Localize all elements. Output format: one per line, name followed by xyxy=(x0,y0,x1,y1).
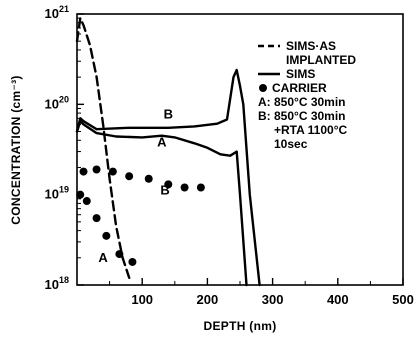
curve-label: B xyxy=(160,183,169,198)
carrier-point-b xyxy=(92,165,101,174)
carrier-point-a xyxy=(82,197,91,206)
legend-text: B: 850°C 30min xyxy=(258,109,346,123)
sims-line-b xyxy=(75,68,261,287)
x-axis: 100 200 300 400 500 xyxy=(109,278,414,307)
x-tick-label: 500 xyxy=(392,292,414,307)
carrier-point-b xyxy=(196,183,205,192)
x-tick-label: 400 xyxy=(327,292,349,307)
legend-text: +RTA 1100°C xyxy=(274,123,348,137)
curve-label: A xyxy=(157,135,167,150)
carrier-point-a xyxy=(92,214,101,223)
y-axis-title: CONCENTRATION (cm⁻³) xyxy=(9,75,23,224)
y-tick-label: 1021 xyxy=(45,4,69,21)
x-axis-title: DEPTH (nm) xyxy=(204,319,277,333)
legend-text: A: 850°C 30min xyxy=(258,95,346,109)
carrier-point-b xyxy=(144,174,153,183)
carrier-point-a xyxy=(102,231,111,240)
legend-text: IMPLANTED xyxy=(286,53,356,67)
sims-line-a xyxy=(75,120,248,287)
x-tick-label: 100 xyxy=(131,292,153,307)
legend-text: SIMS·AS xyxy=(286,39,336,53)
series-layer xyxy=(75,16,261,287)
carrier-point-b xyxy=(125,172,134,181)
carrier-point-b xyxy=(79,167,88,176)
y-axis: 1018 1019 1020 1021 xyxy=(45,4,84,292)
carrier-point-b xyxy=(180,183,189,192)
carrier-point-b xyxy=(164,180,173,189)
y-tick-label: 1019 xyxy=(45,185,69,202)
legend-dot-swatch xyxy=(259,84,267,92)
carrier-point-b xyxy=(108,167,117,176)
curve-label: A xyxy=(98,250,108,265)
sims-as-implanted-line xyxy=(75,16,131,279)
y-tick-label: 1020 xyxy=(45,94,69,111)
legend-text: CARRIER xyxy=(272,81,327,95)
x-tick-label: 200 xyxy=(197,292,219,307)
x-tick-label: 300 xyxy=(262,292,284,307)
y-tick-label: 1018 xyxy=(45,275,69,292)
carrier-point-a xyxy=(128,257,137,266)
legend-text: SIMS xyxy=(286,67,315,81)
carrier-point-a xyxy=(76,190,85,199)
legend-text: 10sec xyxy=(274,137,308,151)
carrier-point-a xyxy=(115,250,124,259)
curve-label: B xyxy=(164,106,173,121)
